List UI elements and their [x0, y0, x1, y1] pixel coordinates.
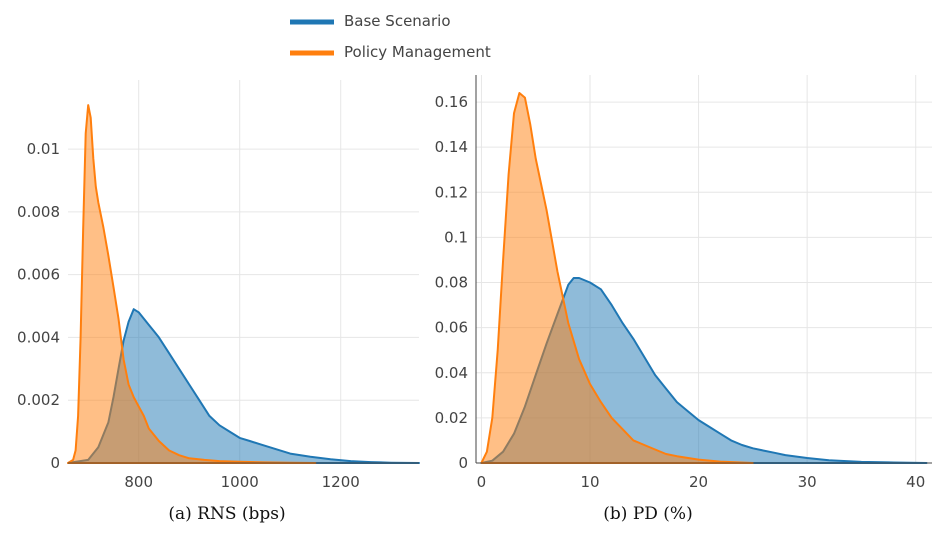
panel-b-y-tick-label: 0.16 — [435, 93, 468, 111]
panel-a-y-tick-label: 0.006 — [17, 266, 60, 284]
panel-b-y-tick-label: 0.04 — [435, 364, 468, 382]
caption-b: (b) PD (%) — [603, 504, 692, 524]
panel-b-x-tick-label: 20 — [689, 473, 708, 491]
legend-label-base-scenario: Base Scenario — [344, 12, 451, 30]
panel-a-x-tick-label: 1200 — [322, 473, 360, 491]
panel-a-x-ticks: 800 1000 1200 — [124, 473, 359, 491]
panel-b-y-tick-label: 0.02 — [435, 409, 468, 427]
panel-b-y-tick-label: 0.1 — [444, 228, 468, 246]
panel-b-y-ticks: 0 0.02 0.04 0.06 0.08 0.1 0.12 0.14 0.16 — [435, 93, 468, 472]
panel-b-y-tick-label: 0.14 — [435, 138, 468, 156]
panel-b-y-tick-label: 0.08 — [435, 274, 468, 292]
panel-b-x-tick-label: 0 — [477, 473, 487, 491]
panel-a-y-tick-label: 0.01 — [27, 140, 60, 158]
panel-b: 0 10 20 30 40 0 0.02 0.04 0.06 0.08 0.1 0.12 0.14 0.… — [435, 75, 932, 524]
legend: Base Scenario Policy Management — [290, 12, 491, 61]
panel-a-area-policy-management — [67, 104, 317, 464]
panel-b-y-tick-label: 0.06 — [435, 319, 468, 337]
panel-b-x-tick-label: 30 — [798, 473, 817, 491]
caption-a: (a) RNS (bps) — [168, 504, 285, 524]
panel-a-y-tick-label: 0.008 — [17, 203, 60, 221]
panel-b-area-policy-management — [480, 92, 754, 464]
legend-label-policy-management: Policy Management — [344, 43, 491, 61]
panel-a-y-tick-label: 0 — [50, 454, 60, 472]
panel-a-x-tick-label: 1000 — [221, 473, 259, 491]
panel-b-y-tick-label: 0 — [458, 454, 468, 472]
panel-a-y-tick-label: 0.002 — [17, 391, 60, 409]
panel-b-x-ticks: 0 10 20 30 40 — [477, 473, 926, 491]
panel-b-y-tick-label: 0.12 — [435, 183, 468, 201]
panel-b-x-tick-label: 40 — [906, 473, 925, 491]
panel-b-x-tick-label: 10 — [580, 473, 599, 491]
panel-a-y-ticks: 0 0.002 0.004 0.006 0.008 0.01 — [17, 140, 60, 472]
panel-a-x-tick-label: 800 — [124, 473, 153, 491]
panel-b-areas — [480, 92, 928, 464]
panel-a-y-tick-label: 0.004 — [17, 328, 60, 346]
panel-a: 800 1000 1200 0 0.002 0.004 0.006 0.008 0.01 (a… — [17, 80, 420, 524]
panel-a-areas — [67, 104, 420, 464]
